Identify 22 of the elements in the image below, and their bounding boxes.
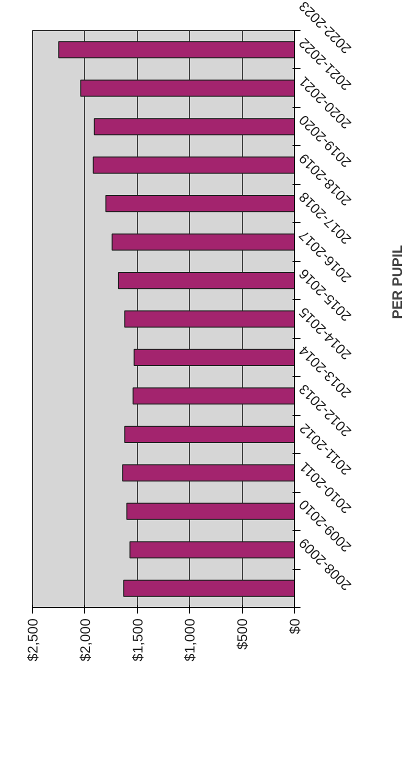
x-tick-label: $2,500	[24, 618, 40, 662]
bar	[112, 233, 294, 251]
bar	[92, 156, 294, 174]
bar	[94, 118, 294, 136]
bar	[126, 502, 294, 520]
bar	[132, 387, 294, 405]
x-tick-label: $1,000	[182, 618, 198, 662]
bar	[118, 272, 294, 290]
bar	[124, 310, 294, 328]
y-axis-title: PER PUPIL	[388, 244, 405, 319]
bar	[124, 426, 294, 443]
x-tick-label: $1,500	[129, 618, 146, 662]
bar	[134, 348, 294, 366]
bar	[129, 541, 294, 558]
bar	[105, 195, 294, 212]
x-tick-label: $2,000	[76, 618, 93, 662]
bar	[122, 464, 294, 482]
bar	[80, 80, 294, 97]
x-tick-label: $0	[286, 618, 302, 634]
bar	[58, 41, 294, 58]
x-tick-label: $500	[234, 618, 250, 650]
bar	[123, 580, 294, 597]
